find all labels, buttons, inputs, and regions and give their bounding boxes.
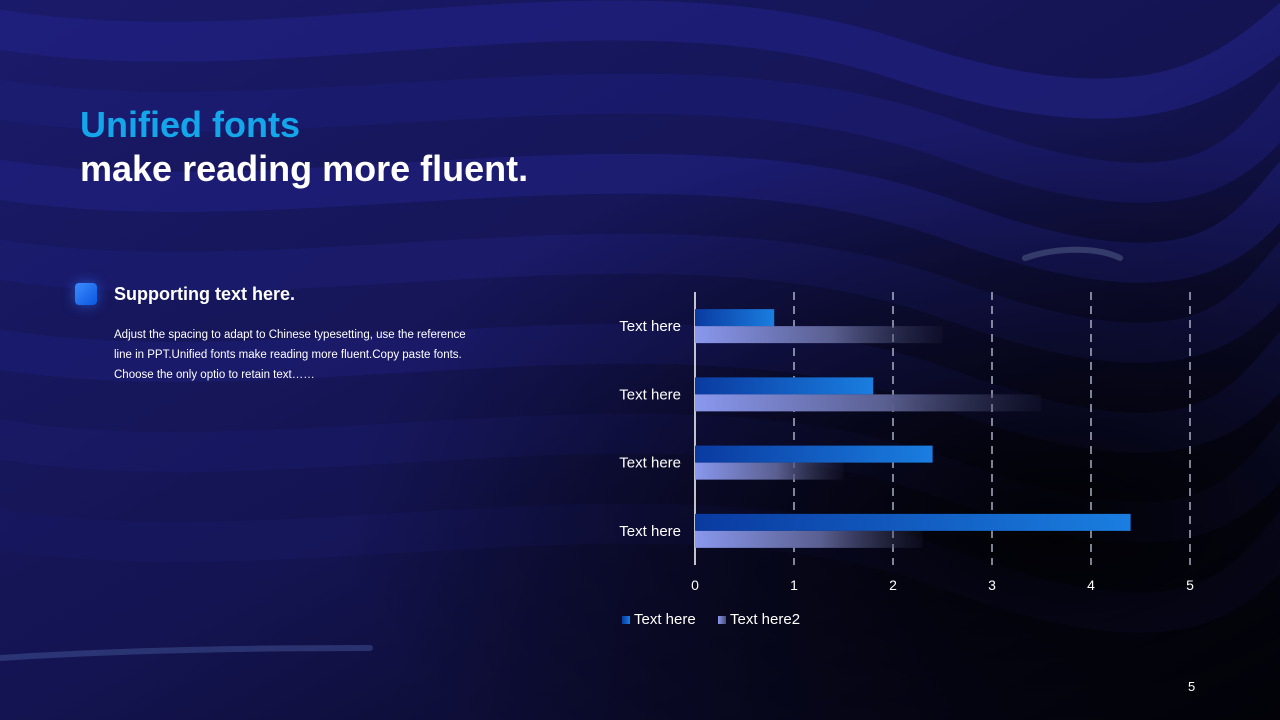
legend-item-series1: Text here	[622, 611, 696, 628]
title-highlight: Unified fonts	[80, 104, 300, 145]
bar-series2	[695, 462, 844, 480]
supporting-heading: Supporting text here.	[114, 284, 296, 304]
x-tick-label: 2	[889, 577, 897, 593]
legend-swatch-series1	[622, 615, 630, 624]
legend-swatch-series2	[718, 615, 726, 624]
bar-series2	[695, 326, 943, 344]
title-main: make reading more fluent.	[80, 148, 529, 189]
x-tick-label: 3	[988, 577, 996, 593]
x-tick-label: 4	[1087, 577, 1095, 593]
x-tick-label: 0	[691, 577, 699, 593]
legend-label-series1: Text here	[634, 611, 696, 628]
bar-series2	[695, 530, 923, 548]
category-label: Text here	[619, 318, 681, 335]
page-number: 5	[1188, 679, 1196, 694]
x-tick-label: 1	[790, 577, 798, 593]
bar-series2	[695, 394, 1042, 412]
legend-label-series2: Text here2	[730, 611, 801, 628]
category-label: Text here	[619, 523, 681, 540]
x-tick-label: 5	[1186, 577, 1194, 593]
bullet-square-icon	[75, 283, 97, 305]
bar-series1	[695, 309, 775, 327]
category-label: Text here	[619, 386, 681, 403]
legend-item-series2: Text here2	[718, 611, 800, 628]
slide-title: Unified fonts make reading more fluent.	[80, 104, 528, 192]
bar-series1	[695, 445, 933, 463]
bar-series1	[695, 513, 1131, 531]
supporting-body: Adjust the spacing to adapt to Chinese t…	[114, 329, 466, 381]
category-label: Text here	[619, 455, 681, 472]
bar-series1	[695, 377, 874, 395]
